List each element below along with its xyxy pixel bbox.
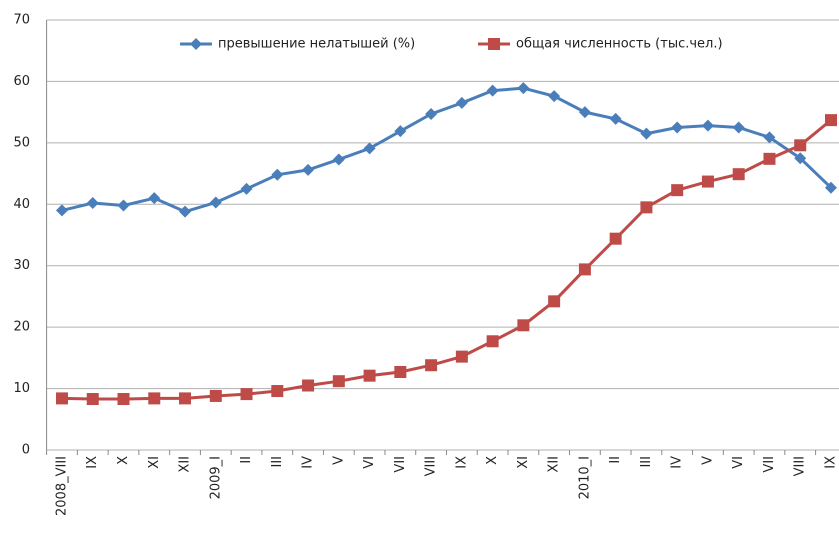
x-tick-label: III — [270, 456, 285, 468]
x-tick-label: XII — [547, 456, 562, 473]
point — [548, 295, 561, 308]
point — [425, 107, 438, 120]
x-tick-label: VIII — [424, 456, 439, 476]
y-tick-label: 10 — [13, 381, 30, 396]
legend-label: общая численность (тыс.чел.) — [516, 37, 723, 52]
legend-marker — [488, 38, 500, 50]
x-tick-label: X — [485, 456, 500, 465]
x-tick-label: XII — [178, 456, 193, 473]
x-tick-label: X — [116, 456, 131, 465]
point — [363, 142, 376, 155]
point — [671, 121, 684, 134]
point — [609, 232, 622, 245]
point — [455, 350, 468, 363]
legend-marker — [190, 38, 202, 50]
point — [55, 392, 68, 405]
point — [86, 393, 99, 406]
point — [179, 205, 192, 218]
series-line — [61, 118, 832, 401]
point — [640, 127, 653, 140]
point — [824, 181, 837, 194]
point — [332, 153, 345, 166]
x-tick-label: 2010_I — [577, 456, 592, 499]
point — [578, 106, 591, 119]
point — [240, 182, 253, 195]
point — [548, 90, 561, 103]
y-tick-label: 20 — [13, 320, 30, 335]
y-tick-label: 60 — [13, 74, 30, 89]
x-tick-label: 2009_I — [208, 456, 223, 499]
point — [578, 263, 591, 276]
point — [363, 369, 376, 382]
point — [117, 199, 130, 212]
point — [86, 197, 99, 210]
point — [425, 359, 438, 372]
point — [271, 168, 284, 181]
point — [701, 119, 714, 132]
point — [209, 196, 222, 209]
point — [763, 131, 776, 144]
point — [486, 84, 499, 97]
y-tick-label: 30 — [13, 258, 30, 273]
point — [609, 112, 622, 125]
legend-label: превышение нелатышей (%) — [218, 37, 415, 52]
y-tick-label: 50 — [13, 135, 30, 150]
point — [732, 168, 745, 181]
point — [302, 163, 315, 176]
series-line — [61, 86, 833, 214]
point — [517, 319, 530, 332]
y-tick-label: 40 — [13, 197, 30, 212]
point — [517, 82, 530, 95]
point — [302, 379, 315, 392]
point — [179, 392, 192, 405]
x-tick-label: VIII — [793, 456, 808, 476]
x-tick-label: III — [639, 456, 654, 468]
x-tick-label: IX — [823, 456, 838, 469]
x-tick-label: IV — [301, 456, 316, 469]
point — [240, 388, 253, 401]
x-tick-label: VI — [362, 456, 377, 469]
point — [640, 201, 653, 214]
point — [763, 152, 776, 165]
x-tick-label: 2008_VIII — [54, 456, 69, 516]
x-tick-label: VI — [731, 456, 746, 469]
point — [148, 192, 161, 205]
point — [794, 139, 807, 152]
point — [794, 152, 807, 165]
x-tick-label: XI — [516, 456, 531, 469]
x-tick-label: V — [331, 456, 346, 465]
x-tick-label: II — [239, 456, 254, 464]
x-tick-label: VII — [762, 456, 777, 473]
point — [671, 184, 684, 197]
point — [148, 392, 161, 405]
point — [209, 389, 222, 402]
point — [701, 175, 714, 188]
x-tick-label: II — [608, 456, 623, 464]
point — [55, 204, 68, 217]
x-tick-label: V — [700, 456, 715, 465]
point — [455, 96, 468, 109]
point — [486, 335, 499, 348]
x-tick-label: IX — [85, 456, 100, 469]
point — [271, 385, 284, 398]
point — [732, 121, 745, 134]
point — [394, 125, 407, 138]
x-tick-label: XI — [147, 456, 162, 469]
y-tick-label: 0 — [22, 443, 30, 458]
x-tick-label: VII — [393, 456, 408, 473]
point — [332, 375, 345, 388]
point — [117, 393, 130, 406]
y-tick-label: 70 — [13, 13, 30, 28]
point — [824, 114, 837, 127]
x-tick-label: IV — [670, 456, 685, 469]
point — [394, 365, 407, 378]
x-tick-label: IX — [454, 456, 469, 469]
